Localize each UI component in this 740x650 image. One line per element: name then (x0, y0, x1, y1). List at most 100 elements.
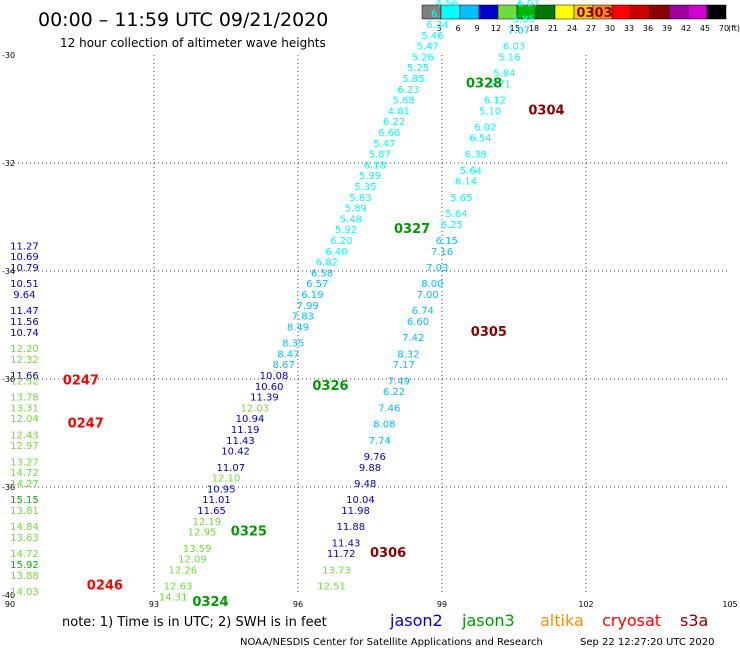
wave-height-value: 11.19 (231, 425, 260, 436)
scale-swatch (668, 4, 689, 20)
wave-height-value: 11.72 (327, 549, 356, 560)
wave-height-value: 11.98 (341, 506, 370, 517)
wave-height-value: 10.94 (236, 414, 265, 425)
wave-height-value: 7.42 (402, 333, 424, 344)
wave-height-value: 13.73 (322, 565, 351, 576)
pass-time-label: 0324 (192, 595, 228, 610)
wave-height-value: 6.22 (383, 387, 405, 398)
scale-label: 42 (681, 24, 691, 33)
wave-height-value: 5.68 (392, 96, 414, 107)
scale-swatch (687, 4, 708, 20)
pass-time-label: 0247 (63, 373, 99, 388)
wave-height-value: 9.88 (359, 463, 381, 474)
pass-time-label: 0304 (528, 103, 564, 118)
scale-label: 33 (624, 24, 634, 33)
wave-height-value: 11.39 (250, 393, 279, 404)
wave-height-value: 5.35 (354, 182, 376, 193)
wave-height-value: 5.64 (460, 166, 482, 177)
pass-time-label: 0247 (68, 417, 104, 432)
wave-height-value: 5.87 (368, 150, 390, 161)
wave-height-value: 11.65 (197, 506, 226, 517)
wave-height-value: 6.38 (464, 150, 486, 161)
wave-height-value: 6.58 (311, 268, 333, 279)
wave-height-value: 10.79 (10, 263, 39, 274)
wave-height-value: 6.40 (325, 247, 347, 258)
pass-time-label: 0305 (471, 325, 507, 340)
wave-height-value: 14.03 (10, 587, 39, 598)
wave-height-value: 6.18 (364, 160, 386, 171)
wave-height-value: 6.82 (316, 258, 338, 269)
wave-height-value: 12.97 (10, 441, 39, 452)
wave-height-value: 13.81 (10, 506, 39, 517)
wave-height-value: 5.26 (412, 52, 434, 63)
scale-swatch (649, 4, 670, 20)
wave-height-value: 6.25 (440, 220, 462, 231)
scale-unit: (ft) (728, 24, 740, 33)
scale-label: 18 (529, 24, 539, 33)
pass-time-label: 0246 (87, 579, 123, 594)
wave-height-value: 11.56 (10, 317, 39, 328)
wave-height-value: 6.22 (383, 117, 405, 128)
wave-height-value: 14.72 (10, 468, 39, 479)
wave-height-value: 4.81 (388, 106, 410, 117)
scale-label: 45 (700, 24, 710, 33)
wave-height-value: 12.03 (240, 403, 269, 414)
wave-height-value: 6.34 (426, 20, 448, 31)
satellite-legend-item: s3a (680, 611, 708, 630)
wave-height-value: 6.12 (484, 96, 506, 107)
scale-swatch (630, 4, 651, 20)
wave-height-value: 15.92 (10, 560, 39, 571)
wave-height-value: 12.52 (10, 376, 39, 387)
x-tick-label: 96 (293, 600, 303, 609)
wave-height-value: 8.00 (421, 279, 443, 290)
wave-height-value: 10.04 (346, 495, 375, 506)
plot-grid (10, 55, 730, 595)
footer-credit: NOAA/NESDIS Center for Satellite Applica… (240, 637, 543, 648)
wave-height-value: 7.49 (388, 376, 410, 387)
wave-height-value: 7.99 (296, 301, 318, 312)
y-tick-label: -40 (2, 591, 15, 600)
scale-label: 6 (455, 24, 460, 33)
scale-swatch (611, 4, 632, 20)
wave-height-value: 12.10 (212, 474, 241, 485)
wave-height-value: 15.15 (10, 495, 39, 506)
wave-height-value: 6.07 (517, 0, 539, 9)
wave-height-value: 9.76 (364, 452, 386, 463)
wave-height-value: 5.84 (493, 69, 515, 80)
wave-height-value: 5.10 (479, 106, 501, 117)
wave-height-value: 7.16 (431, 247, 453, 258)
y-tick-label: -38 (2, 483, 15, 492)
wave-height-value: 11.01 (202, 495, 231, 506)
wave-height-value: 10.51 (10, 279, 39, 290)
scale-swatch (478, 4, 499, 20)
wave-height-value: 4.56 (436, 0, 458, 9)
wave-height-value: 5.85 (402, 74, 424, 85)
wave-height-value: 14.84 (10, 522, 39, 533)
color-scale-legend: 3 6 9 12 15 18 21 24 27 30 33 36 39 42 45 70(ft) (421, 4, 740, 33)
wave-height-value: 14.72 (10, 549, 39, 560)
wave-height-value: 5.25 (407, 63, 429, 74)
wave-height-value: 7.03 (426, 263, 448, 274)
wave-height-value: 5.65 (450, 193, 472, 204)
wave-height-value: 6.54 (469, 133, 491, 144)
wave-height-value: 12.63 (164, 582, 193, 593)
axis-ticks: 90 93 96 99 102 105 -30 -32 -34 -36 -38 -40 (2, 51, 738, 609)
scale-label: 39 (662, 24, 672, 33)
wave-height-value: 10.08 (260, 371, 289, 382)
wave-height-value: 10.42 (221, 447, 250, 458)
wave-height-value: 10.69 (10, 252, 39, 263)
wave-height-value: 6.57 (306, 279, 328, 290)
pass-time-label: 0328 (466, 76, 502, 91)
wave-height-value: 5.46 (421, 31, 443, 42)
wave-height-value: 12.04 (10, 414, 39, 425)
wave-height-value: 13.78 (10, 393, 39, 404)
wave-height-value: 5.99 (359, 171, 381, 182)
satellite-legend-item: jason2 (389, 611, 443, 630)
scale-label: 3 (436, 24, 441, 33)
wave-height-value: 6.03 (503, 42, 525, 53)
wave-height-value: 5.64 (445, 209, 467, 220)
wave-height-value: 7.07 (508, 25, 530, 36)
wave-height-value: 7.00 (416, 290, 438, 301)
wave-height-value: 7.17 (392, 360, 414, 371)
